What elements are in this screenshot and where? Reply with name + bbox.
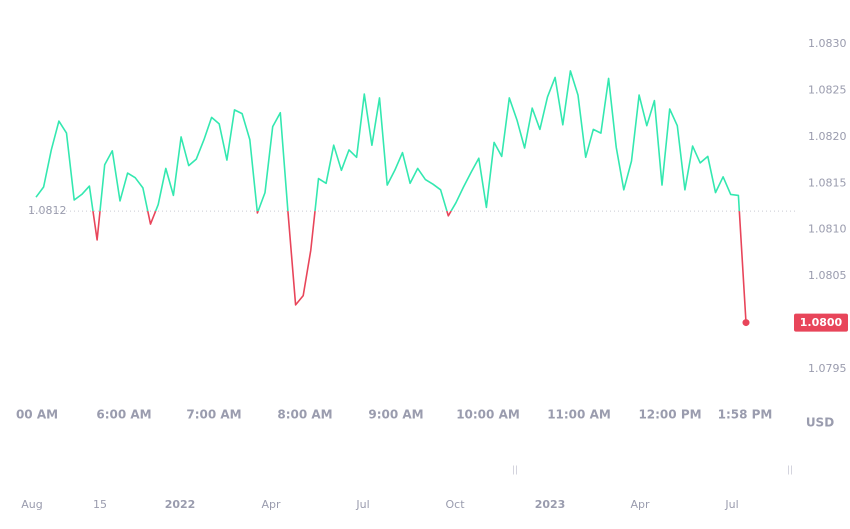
time-label: 00 AM: [16, 408, 58, 422]
scroll-handle[interactable]: ||: [512, 466, 518, 476]
price-line-below: [92, 211, 747, 323]
date-label: Oct: [445, 498, 465, 511]
date-label: 2023: [535, 498, 566, 511]
y-tick-label: 1.0820: [808, 130, 847, 143]
date-label: 15: [93, 498, 107, 511]
y-tick-label: 1.0805: [808, 269, 847, 282]
y-tick-label: 1.0810: [808, 223, 847, 236]
date-label: Aug: [21, 498, 42, 511]
y-tick-label: 1.0825: [808, 83, 847, 96]
scroll-handle[interactable]: ||: [787, 466, 793, 476]
date-label: 2022: [165, 498, 196, 511]
date-label: Apr: [261, 498, 281, 511]
time-label: 1:58 PM: [718, 408, 773, 422]
date-label: Jul: [355, 498, 369, 511]
time-label: 7:00 AM: [186, 408, 241, 422]
time-label: 6:00 AM: [96, 408, 151, 422]
time-label: 12:00 PM: [638, 408, 701, 422]
price-line: [35, 70, 741, 212]
time-label: 10:00 AM: [456, 408, 520, 422]
last-point: [742, 319, 750, 327]
time-label: 9:00 AM: [368, 408, 423, 422]
y-tick-label: 1.0830: [808, 37, 847, 50]
y-tick-label: 1.0795: [808, 362, 847, 375]
currency-label: USD: [806, 416, 834, 430]
y-tick-label: 1.0815: [808, 176, 847, 189]
last-price-label: 1.0800: [800, 316, 843, 329]
date-label: Jul: [724, 498, 738, 511]
baseline-label: 1.0812: [28, 204, 67, 217]
time-label: 8:00 AM: [277, 408, 332, 422]
time-label: 11:00 AM: [547, 408, 611, 422]
last-price-box: [794, 313, 848, 332]
date-label: Apr: [630, 498, 650, 511]
